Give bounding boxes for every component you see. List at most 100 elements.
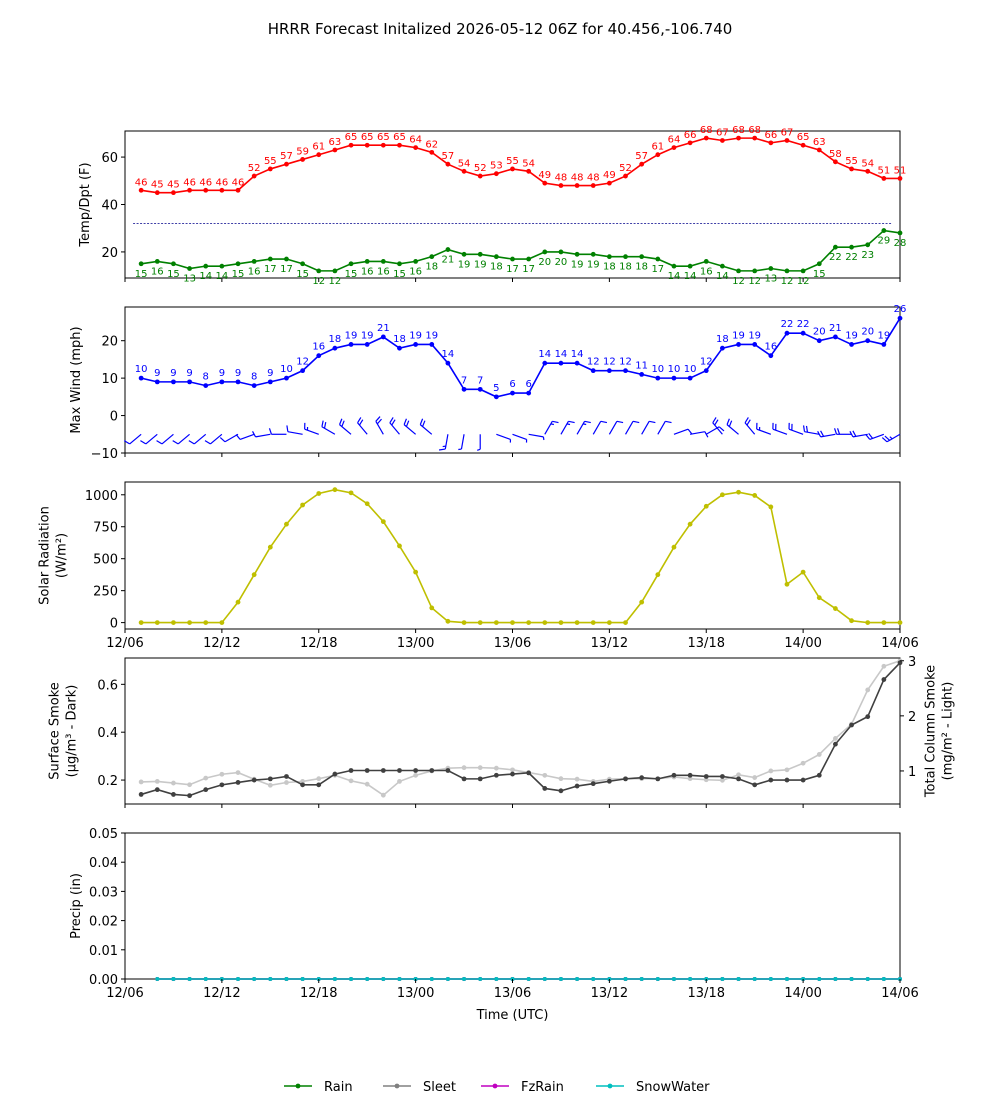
temperature-value-label: 57 (635, 151, 648, 162)
smoke-panel-y-tick-label: 0.4 (97, 726, 118, 741)
temperature-value-label: 54 (861, 158, 874, 169)
dewpoint-value-label: 13 (183, 274, 196, 285)
precip-snowwater-series-point (639, 977, 644, 981)
precip-snowwater-series-point (542, 977, 547, 981)
wind-barb-staff (339, 424, 352, 435)
precip-panel-y-tick-label: 0.05 (89, 827, 118, 842)
column-smoke-series-point (768, 768, 774, 774)
solar-series-point (397, 543, 402, 549)
solar-series-point (655, 572, 661, 578)
dewpoint-value-label: 16 (409, 266, 422, 277)
surface-smoke-series-point (671, 772, 677, 778)
column-smoke-series-point (413, 772, 419, 778)
dewpoint-series-point (752, 268, 758, 274)
solar-series-point (784, 581, 790, 587)
temperature-series-point (187, 187, 192, 193)
wind-barb-feather (389, 417, 394, 424)
wind-barb-feather (156, 440, 163, 445)
precip-snowwater-series-point (203, 977, 208, 981)
precip-snowwater-series-point (268, 977, 273, 981)
temperature-series-point (719, 138, 725, 143)
legend-swatch-marker (492, 1083, 498, 1089)
wind-barb-staff (657, 420, 666, 435)
dewpoint-series-point (445, 247, 451, 252)
temperature-series-point (526, 168, 532, 174)
wind-barb (712, 417, 723, 435)
dewpoint-value-label: 17 (506, 264, 519, 275)
column-smoke-series-point (284, 780, 289, 785)
surface-smoke-series-point (736, 776, 741, 782)
surface-smoke-series-point (590, 781, 596, 787)
wind-value-label: 14 (538, 349, 551, 360)
precip-panel-x-tick-label: 13/00 (397, 986, 434, 1001)
solar-series-point (606, 620, 612, 626)
wind-barb-feather (868, 433, 874, 439)
precip-snowwater-series-point (655, 977, 660, 981)
solar-series-point (203, 620, 209, 626)
solar-series-point (380, 519, 386, 525)
column-smoke-series-point (736, 772, 741, 778)
wind-barb (772, 422, 788, 435)
precip-snowwater-series-point (623, 977, 628, 981)
wind-barb-half-feather (582, 423, 587, 426)
column-smoke-series-point (316, 776, 322, 782)
solar-series-point (332, 487, 338, 493)
dewpoint-value-label: 15 (167, 269, 180, 280)
wind-panel-y-tick-label: −10 (91, 447, 118, 462)
dewpoint-series-point (897, 230, 903, 236)
temperature-series-point (251, 173, 257, 179)
wind-barb-feather (746, 419, 751, 426)
wind-value-label: 12 (587, 357, 600, 368)
solar-series-point (251, 572, 257, 578)
wind-barb-staff (528, 433, 544, 438)
solar-series-point (752, 493, 758, 498)
precip-snowwater-series-point (445, 977, 450, 981)
wind-value-label: 11 (635, 360, 648, 371)
surface-smoke-series-point (719, 774, 725, 779)
wind-barb (403, 418, 417, 435)
temp-panel-frame (124, 130, 901, 279)
wind-value-label: 12 (296, 357, 309, 368)
dewpoint-value-label: 22 (845, 252, 858, 263)
precip-panel-ylabel-text: Precip (in) (69, 873, 84, 939)
wind-barb-feather (600, 420, 608, 424)
wind-barb (458, 434, 465, 451)
solar-series-point (364, 501, 370, 507)
dewpoint-series-point (703, 259, 709, 264)
solar-series-point (768, 504, 774, 510)
wind-barb (881, 433, 901, 443)
surface-smoke-series-point (881, 677, 887, 682)
temperature-value-label: 46 (232, 177, 245, 188)
surface-smoke-series-point (445, 768, 451, 773)
wind-barb (438, 434, 449, 451)
solar-series-point (171, 620, 176, 626)
temperature-series-point (300, 157, 306, 162)
wind-barb-staff (239, 433, 255, 440)
temperature-series-point (784, 138, 790, 143)
solar-series-point (526, 620, 532, 626)
wind-barb (156, 433, 174, 445)
wind-barb-feather (687, 428, 693, 435)
temperature-value-label: 57 (280, 151, 293, 162)
surface-smoke-series-point (461, 776, 467, 782)
wind-barb-feather (140, 440, 147, 445)
dewpoint-series-point (671, 263, 677, 269)
dewpoint-value-label: 15 (345, 269, 358, 280)
temperature-series-point (800, 142, 806, 148)
wind-barb-feather (584, 420, 591, 424)
solar-series-point (316, 491, 322, 496)
wind-barb-staff (161, 433, 174, 445)
wind-barb (235, 433, 255, 440)
temperature-value-label: 57 (442, 151, 455, 162)
temperature-series-point (493, 171, 499, 177)
temperature-value-label: 51 (894, 165, 907, 176)
dewpoint-series-point (623, 254, 628, 260)
wind-barb (219, 433, 239, 443)
surface-smoke-series-point (251, 777, 257, 783)
wind-series-point (703, 368, 709, 374)
temperature-value-label: 65 (377, 132, 390, 143)
wind-barb-feather (341, 420, 345, 427)
temperature-value-label: 46 (183, 177, 196, 188)
wind-barb (608, 420, 624, 435)
